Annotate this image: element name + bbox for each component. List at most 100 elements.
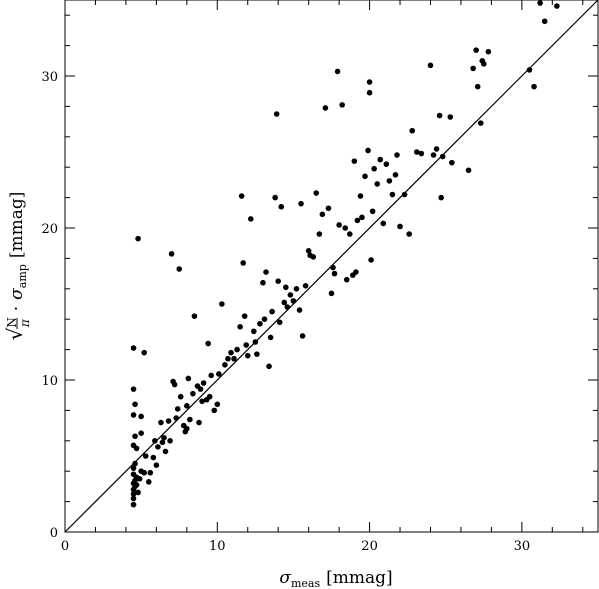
data-point bbox=[389, 191, 396, 198]
data-point bbox=[322, 105, 329, 111]
data-point bbox=[155, 444, 161, 450]
data-point bbox=[351, 158, 358, 164]
data-point bbox=[383, 161, 390, 167]
data-point bbox=[184, 425, 190, 432]
data-point bbox=[281, 299, 288, 306]
data-point bbox=[130, 465, 137, 471]
data-point bbox=[176, 266, 183, 272]
data-point bbox=[438, 194, 444, 201]
data-point bbox=[257, 320, 263, 327]
data-point bbox=[299, 333, 306, 339]
y-tick-label: 0 bbox=[50, 526, 58, 541]
x-tick-label: 30 bbox=[514, 539, 531, 554]
y-tick-label: 20 bbox=[41, 222, 58, 237]
data-point bbox=[359, 214, 365, 221]
data-point bbox=[287, 292, 294, 298]
data-point bbox=[319, 211, 326, 218]
data-point bbox=[368, 257, 374, 263]
data-point bbox=[485, 48, 492, 55]
data-point bbox=[153, 462, 160, 468]
x-tick-label: 20 bbox=[361, 539, 378, 554]
data-point bbox=[159, 439, 166, 446]
data-point bbox=[132, 433, 138, 440]
data-point bbox=[328, 290, 335, 297]
data-point bbox=[138, 413, 144, 420]
x-axis-unit: [mmag] bbox=[326, 568, 393, 588]
data-point bbox=[167, 438, 173, 444]
data-point bbox=[430, 152, 437, 158]
data-point bbox=[447, 114, 454, 120]
data-point bbox=[313, 190, 320, 196]
data-point bbox=[470, 65, 476, 72]
data-point bbox=[135, 489, 141, 496]
data-point bbox=[214, 401, 221, 408]
data-point bbox=[449, 159, 455, 166]
data-point bbox=[377, 156, 384, 163]
data-point bbox=[541, 18, 548, 25]
data-point bbox=[354, 217, 361, 224]
data-point bbox=[237, 324, 243, 330]
data-point bbox=[537, 0, 543, 6]
x-tick-label: 0 bbox=[61, 539, 69, 554]
data-point bbox=[334, 68, 341, 75]
data-point bbox=[331, 270, 338, 277]
data-point bbox=[406, 231, 412, 237]
data-point bbox=[165, 418, 172, 424]
y-axis-fraction-pi: π bbox=[18, 318, 32, 328]
data-point bbox=[273, 111, 280, 117]
data-point bbox=[130, 345, 137, 351]
data-point bbox=[135, 235, 141, 242]
data-point bbox=[161, 434, 167, 441]
data-point bbox=[531, 83, 537, 90]
data-point bbox=[436, 112, 443, 119]
data-point bbox=[150, 454, 157, 461]
data-point bbox=[241, 313, 248, 319]
data-point bbox=[278, 203, 285, 210]
y-tick-label: 30 bbox=[41, 70, 58, 85]
axis-ticks bbox=[64, 0, 598, 533]
data-point bbox=[184, 403, 190, 409]
data-point bbox=[130, 412, 137, 418]
data-point bbox=[339, 102, 345, 108]
data-point bbox=[199, 398, 205, 405]
data-point bbox=[177, 393, 184, 400]
data-point bbox=[254, 351, 260, 357]
data-point bbox=[225, 355, 231, 362]
data-point bbox=[138, 430, 144, 437]
data-point bbox=[222, 362, 228, 368]
data-point bbox=[130, 386, 137, 392]
data-point bbox=[296, 307, 303, 313]
data-point bbox=[171, 381, 178, 388]
data-point bbox=[141, 349, 147, 356]
data-point bbox=[275, 278, 282, 285]
data-point bbox=[132, 460, 138, 467]
data-point bbox=[302, 282, 309, 289]
y-axis-symbol: σ bbox=[7, 288, 27, 300]
data-point bbox=[145, 479, 152, 485]
data-point bbox=[397, 223, 403, 230]
data-point bbox=[427, 62, 434, 69]
data-point bbox=[252, 339, 259, 345]
data-point bbox=[433, 146, 440, 152]
data-point bbox=[219, 301, 225, 307]
data-point bbox=[473, 47, 479, 53]
data-point bbox=[251, 328, 257, 335]
data-point bbox=[130, 442, 137, 449]
data-point bbox=[298, 200, 304, 207]
data-point bbox=[305, 248, 312, 254]
data-point bbox=[369, 208, 376, 215]
data-point bbox=[365, 147, 371, 154]
data-point bbox=[284, 304, 291, 310]
data-point bbox=[206, 393, 213, 400]
data-point bbox=[200, 380, 207, 386]
data-point bbox=[418, 150, 425, 157]
data-point bbox=[173, 415, 179, 421]
data-point bbox=[392, 172, 399, 178]
data-point bbox=[234, 346, 240, 353]
data-point bbox=[336, 222, 342, 228]
data-point bbox=[276, 319, 283, 326]
data-point bbox=[231, 355, 237, 362]
data-point bbox=[187, 416, 193, 423]
y-axis-dot: · bbox=[7, 306, 27, 311]
